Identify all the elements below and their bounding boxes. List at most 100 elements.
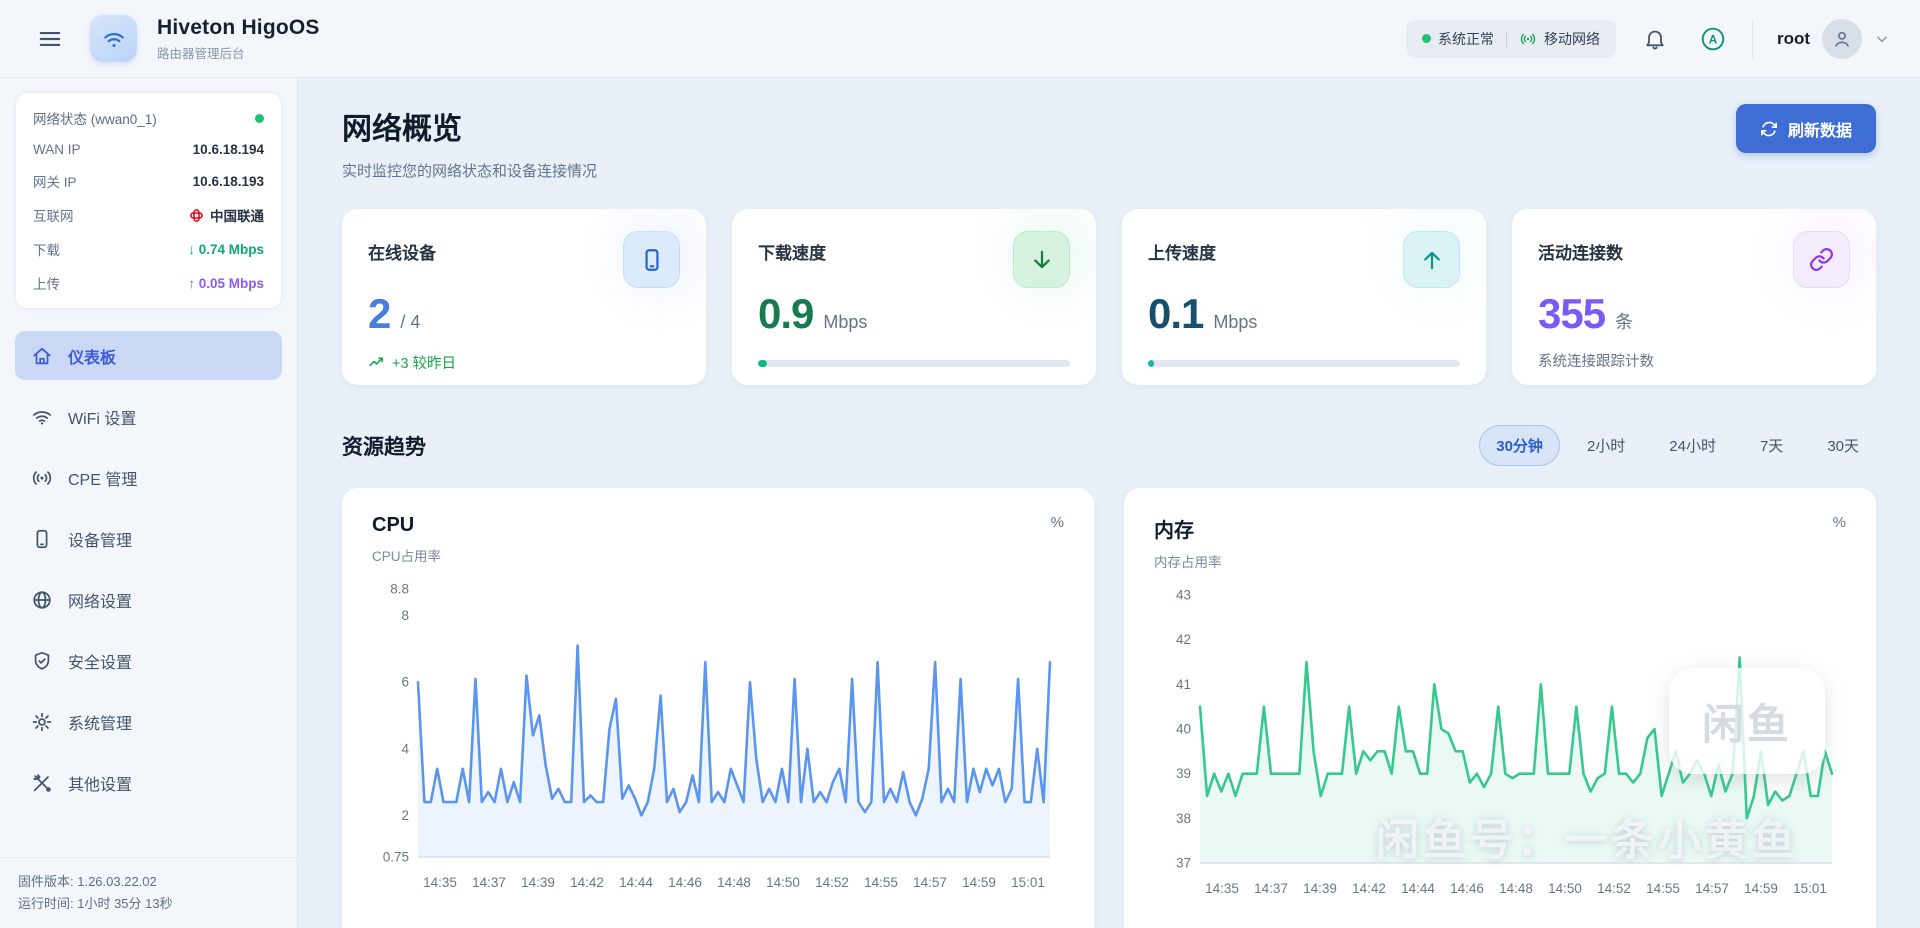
sidebar-item-network-settings[interactable]: 网络设置: [15, 575, 282, 624]
phone-icon: [31, 528, 53, 550]
cpu-chart-subtitle: CPU占用率: [372, 549, 442, 564]
svg-text:4: 4: [401, 741, 409, 756]
system-status-label: 系统正常: [1437, 30, 1494, 47]
svg-text:14:35: 14:35: [1205, 881, 1239, 896]
broadcast-icon: [31, 467, 53, 489]
chevron-down-icon[interactable]: [1874, 31, 1890, 47]
notification-bell-icon[interactable]: [1636, 20, 1674, 58]
china-unicom-logo: [189, 208, 204, 223]
svg-text:41: 41: [1176, 677, 1191, 692]
svg-text:14:46: 14:46: [1450, 881, 1484, 896]
upload-value: ↑ 0.05 Mbps: [188, 275, 264, 291]
memory-chart-title: 内存: [1154, 520, 1194, 542]
stat-card-online-devices: 在线设备 2 / 4 +3 较昨日: [342, 209, 706, 385]
svg-text:14:57: 14:57: [913, 875, 947, 890]
svg-text:37: 37: [1176, 856, 1191, 871]
stat-value: 355: [1538, 290, 1606, 337]
app-logo-wifi-icon: [90, 15, 137, 62]
stat-value: 2: [368, 290, 391, 337]
download-label: 下载: [33, 243, 60, 258]
sidebar-item-wifi-settings[interactable]: WiFi 设置: [15, 392, 282, 441]
resource-trends-title: 资源趋势: [342, 435, 426, 459]
range-2h[interactable]: 2小时: [1586, 438, 1626, 455]
sidebar-item-security[interactable]: 安全设置: [15, 636, 282, 685]
svg-text:40: 40: [1176, 722, 1191, 737]
svg-text:14:44: 14:44: [619, 875, 653, 890]
download-progress-bar: [758, 360, 1070, 367]
memory-line-chart: 43 42 41 40 39 38 37 14:35 14:37 14:39 14:42 14:44 1…: [1176, 588, 1834, 896]
sidebar-item-cpe[interactable]: CPE 管理: [15, 453, 282, 502]
sidebar-item-label: 仪表板: [68, 349, 117, 367]
app-header: Hiveton HigoOS 路由器管理后台 系统正常 移动网络 A root: [0, 0, 1920, 78]
sidebar-footer: 固件版本: 1.26.03.22.02 运行时间: 1小时 35分 13秒: [0, 856, 297, 928]
phone-icon: [623, 231, 680, 288]
arrow-down-icon: [1013, 231, 1070, 288]
svg-text:14:37: 14:37: [1254, 881, 1288, 896]
network-status-card: 网络状态 (wwan0_1) WAN IP 10.6.18.194 网关 IP …: [15, 92, 282, 309]
stat-suffix: Mbps: [1213, 312, 1258, 332]
hamburger-menu-icon[interactable]: [30, 19, 70, 59]
svg-text:15:01: 15:01: [1793, 881, 1827, 896]
svg-text:14:59: 14:59: [1744, 881, 1778, 896]
page-title: 网络概览: [342, 113, 462, 146]
stat-suffix: Mbps: [823, 312, 868, 332]
cpu-chart-title: CPU: [372, 514, 415, 536]
globe-icon: [31, 589, 53, 611]
svg-text:14:59: 14:59: [962, 875, 996, 890]
sidebar-item-label: 设备管理: [68, 532, 133, 550]
svg-text:14:39: 14:39: [1303, 881, 1337, 896]
firmware-version: 固件版本: 1.26.03.22.02: [18, 873, 157, 889]
avatar[interactable]: [1822, 18, 1862, 59]
sidebar: 网络状态 (wwan0_1) WAN IP 10.6.18.194 网关 IP …: [0, 78, 298, 928]
svg-text:A: A: [1709, 32, 1718, 46]
range-30d[interactable]: 30天: [1827, 438, 1859, 455]
stat-label: 上传速度: [1148, 244, 1216, 263]
stat-suffix: 条: [1615, 312, 1634, 332]
cpu-chart-card: CPU CPU占用率 % 8.8 8 6 4 2 0.75 14:35 14:37 14:39 1…: [342, 488, 1094, 928]
refresh-icon: [1760, 120, 1778, 138]
stat-card-upload-speed: 上传速度 0.1 Mbps: [1122, 209, 1486, 385]
sidebar-item-devices[interactable]: 设备管理: [15, 514, 282, 563]
range-7d[interactable]: 7天: [1759, 438, 1784, 455]
svg-text:14:52: 14:52: [815, 875, 849, 890]
home-icon: [31, 345, 53, 367]
svg-text:39: 39: [1176, 766, 1191, 781]
sidebar-item-system[interactable]: 系统管理: [15, 697, 282, 746]
a-badge-icon[interactable]: A: [1694, 20, 1732, 58]
svg-text:2: 2: [401, 808, 409, 823]
wan-ip-label: WAN IP: [33, 142, 81, 157]
upload-progress-bar: [1148, 360, 1460, 367]
sidebar-item-label: WiFi 设置: [68, 410, 137, 428]
svg-text:14:55: 14:55: [864, 875, 898, 890]
svg-text:14:46: 14:46: [668, 875, 702, 890]
refresh-label: 刷新数据: [1787, 122, 1852, 140]
range-30min[interactable]: 30分钟: [1479, 425, 1560, 466]
user-menu[interactable]: root: [1751, 18, 1890, 59]
svg-text:6: 6: [401, 675, 409, 690]
mobile-network-icon: [1519, 30, 1537, 48]
wan-ip-value: 10.6.18.194: [192, 142, 264, 157]
range-24h[interactable]: 24小时: [1669, 438, 1716, 455]
sidebar-item-label: 网络设置: [68, 593, 133, 611]
pill-divider: [1505, 30, 1507, 47]
gateway-ip-label: 网关 IP: [33, 175, 77, 190]
stat-value: 0.1: [1148, 290, 1204, 337]
link-icon: [1793, 231, 1850, 288]
tools-icon: [31, 772, 53, 794]
isp-value: 中国联通: [189, 205, 264, 225]
refresh-data-button[interactable]: 刷新数据: [1735, 104, 1876, 153]
svg-text:14:42: 14:42: [570, 875, 604, 890]
username: root: [1776, 28, 1810, 48]
cpu-line-chart: 8.8 8 6 4 2 0.75 14:35 14:37 14:39 14:42 14:44 14:4…: [383, 582, 1052, 890]
svg-text:0.75: 0.75: [383, 850, 409, 865]
status-dot-icon: [1421, 34, 1431, 43]
sidebar-item-other[interactable]: 其他设置: [15, 758, 282, 807]
system-status-badge: 系统正常 移动网络: [1405, 19, 1616, 58]
internet-label: 互联网: [33, 209, 74, 224]
svg-text:8: 8: [401, 608, 409, 623]
network-status-title: 网络状态 (wwan0_1): [33, 112, 157, 127]
svg-text:14:48: 14:48: [717, 875, 751, 890]
app-title: Hiveton HigoOS: [157, 15, 320, 39]
main-content: 网络概览 实时监控您的网络状态和设备连接情况 刷新数据 在线设备: [298, 78, 1920, 928]
sidebar-item-dashboard[interactable]: 仪表板: [15, 331, 282, 380]
